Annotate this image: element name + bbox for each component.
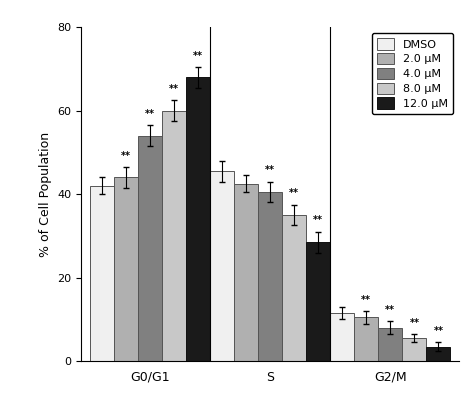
Bar: [378, 328, 402, 361]
Text: **: **: [385, 305, 395, 315]
Bar: [162, 111, 186, 361]
Text: **: **: [193, 50, 203, 61]
Text: **: **: [410, 318, 419, 328]
Text: **: **: [169, 84, 179, 94]
Text: **: **: [433, 326, 443, 336]
Text: **: **: [145, 109, 155, 119]
Bar: [138, 136, 162, 361]
Text: **: **: [313, 215, 323, 225]
Bar: [234, 184, 258, 361]
Text: **: **: [265, 165, 275, 175]
Legend: DMSO, 2.0 μM, 4.0 μM, 8.0 μM, 12.0 μM: DMSO, 2.0 μM, 4.0 μM, 8.0 μM, 12.0 μM: [372, 33, 454, 114]
Text: **: **: [361, 295, 371, 305]
Bar: [210, 171, 234, 361]
Bar: [114, 177, 138, 361]
Bar: [90, 186, 114, 361]
Y-axis label: % of Cell Population: % of Cell Population: [39, 131, 52, 257]
Bar: [282, 215, 306, 361]
Bar: [306, 242, 330, 361]
Bar: [354, 317, 378, 361]
Bar: [258, 192, 282, 361]
Bar: [186, 77, 210, 361]
Bar: [427, 346, 450, 361]
Bar: [402, 338, 427, 361]
Text: **: **: [289, 188, 299, 198]
Text: **: **: [121, 151, 131, 161]
Bar: [330, 313, 354, 361]
